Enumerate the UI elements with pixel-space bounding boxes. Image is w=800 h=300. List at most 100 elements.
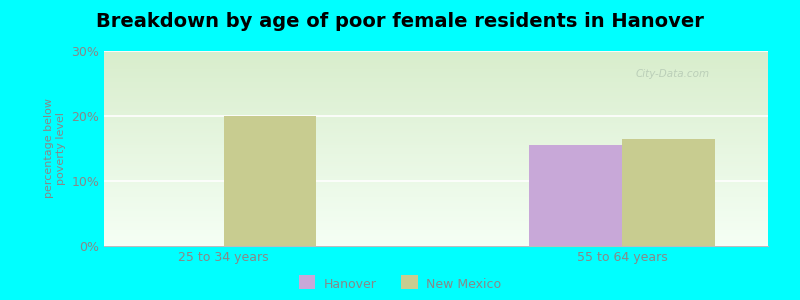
Bar: [104, 61, 768, 63]
Bar: [104, 232, 768, 234]
Text: City-Data.com: City-Data.com: [635, 69, 710, 80]
Bar: [104, 131, 768, 133]
Bar: [104, 121, 768, 123]
Bar: [104, 63, 768, 64]
Bar: [104, 86, 768, 88]
Bar: [104, 139, 768, 141]
Bar: [104, 168, 768, 170]
Bar: [104, 145, 768, 146]
Bar: [104, 141, 768, 142]
Bar: [104, 51, 768, 53]
Bar: [104, 57, 768, 59]
Bar: [223, 116, 317, 246]
Bar: [104, 213, 768, 215]
Bar: [104, 217, 768, 219]
Bar: [104, 137, 768, 139]
Bar: [104, 96, 768, 98]
Bar: [104, 82, 768, 84]
Bar: [104, 110, 768, 111]
Bar: [104, 170, 768, 172]
Bar: [104, 67, 768, 68]
Bar: [104, 88, 768, 90]
Bar: [104, 123, 768, 125]
Bar: [104, 188, 768, 190]
Bar: [104, 76, 768, 78]
Bar: [104, 211, 768, 213]
Bar: [104, 215, 768, 217]
Bar: [104, 102, 768, 103]
Bar: [104, 224, 768, 226]
Bar: [104, 142, 768, 145]
Bar: [104, 238, 768, 240]
Bar: [104, 207, 768, 209]
Bar: [104, 236, 768, 238]
Bar: [104, 59, 768, 61]
Bar: [104, 172, 768, 174]
Bar: [104, 223, 768, 224]
Text: Breakdown by age of poor female residents in Hanover: Breakdown by age of poor female resident…: [96, 12, 704, 31]
Bar: [104, 195, 768, 197]
Bar: [104, 129, 768, 131]
Bar: [104, 244, 768, 246]
Bar: [104, 113, 768, 115]
Bar: [104, 158, 768, 160]
Bar: [104, 162, 768, 164]
Bar: [104, 191, 768, 193]
Bar: [104, 70, 768, 72]
Bar: [104, 146, 768, 148]
Bar: [104, 152, 768, 154]
Bar: [104, 201, 768, 203]
Bar: [104, 209, 768, 211]
Legend: Hanover, New Mexico: Hanover, New Mexico: [298, 278, 502, 291]
Bar: [104, 193, 768, 195]
Bar: [104, 178, 768, 180]
Bar: [104, 230, 768, 232]
Bar: [622, 139, 715, 246]
Bar: [104, 107, 768, 110]
Bar: [104, 203, 768, 205]
Bar: [104, 74, 768, 76]
Y-axis label: percentage below
poverty level: percentage below poverty level: [44, 98, 66, 199]
Bar: [104, 78, 768, 80]
Bar: [529, 145, 622, 246]
Bar: [104, 156, 768, 158]
Bar: [104, 242, 768, 244]
Bar: [104, 127, 768, 129]
Bar: [104, 53, 768, 55]
Bar: [104, 117, 768, 119]
Bar: [104, 164, 768, 166]
Bar: [104, 103, 768, 106]
Bar: [104, 100, 768, 102]
Bar: [104, 111, 768, 113]
Bar: [104, 119, 768, 121]
Bar: [104, 90, 768, 92]
Bar: [104, 64, 768, 67]
Bar: [104, 166, 768, 168]
Bar: [104, 182, 768, 184]
Bar: [104, 154, 768, 156]
Bar: [104, 205, 768, 207]
Bar: [104, 184, 768, 185]
Bar: [104, 219, 768, 220]
Bar: [104, 106, 768, 108]
Bar: [104, 80, 768, 82]
Bar: [104, 197, 768, 199]
Bar: [104, 135, 768, 137]
Bar: [104, 174, 768, 176]
Bar: [104, 115, 768, 117]
Bar: [104, 55, 768, 57]
Bar: [104, 148, 768, 150]
Bar: [104, 226, 768, 229]
Bar: [104, 229, 768, 230]
Bar: [104, 220, 768, 223]
Bar: [104, 190, 768, 191]
Bar: [104, 185, 768, 188]
Bar: [104, 150, 768, 152]
Bar: [104, 176, 768, 178]
Bar: [104, 125, 768, 127]
Bar: [104, 84, 768, 86]
Bar: [104, 199, 768, 201]
Bar: [104, 68, 768, 70]
Bar: [104, 72, 768, 74]
Bar: [104, 92, 768, 94]
